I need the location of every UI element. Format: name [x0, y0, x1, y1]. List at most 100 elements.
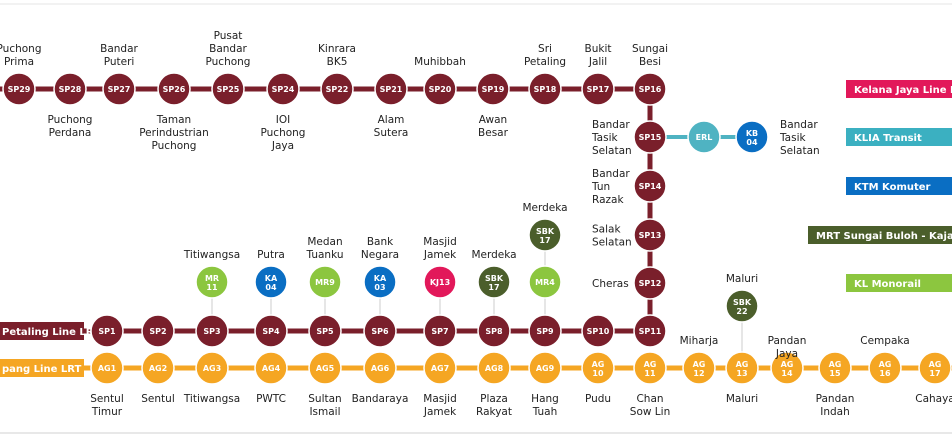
station-name: PWTC	[256, 393, 286, 405]
legend-label: KTM Komuter	[854, 182, 931, 193]
station-name: Miharja	[680, 335, 719, 347]
interchange-name: Titiwangsa	[183, 249, 240, 261]
station-sp9[interactable]: SP9	[528, 314, 562, 348]
station-marker	[254, 351, 288, 385]
interchange-mr4[interactable]: MR4	[528, 265, 562, 299]
station-marker	[423, 72, 457, 106]
station-name: Ismail	[309, 406, 340, 418]
station-sp22[interactable]: SP22	[320, 72, 354, 106]
station-marker	[363, 314, 397, 348]
station-name: Hang	[531, 393, 559, 405]
station-sp26[interactable]: SP26	[157, 72, 191, 106]
station-marker	[423, 265, 457, 299]
station-marker	[633, 266, 667, 300]
station-ag2[interactable]: AG2	[141, 351, 175, 385]
station-marker	[770, 351, 804, 385]
legend-swatch	[846, 177, 952, 195]
station-sp28[interactable]: SP28	[53, 72, 87, 106]
station-name: Sungai	[632, 43, 668, 55]
station-ag7[interactable]: AG7	[423, 351, 457, 385]
station-sp19[interactable]: SP19	[476, 72, 510, 106]
station-name: Selatan	[780, 145, 820, 157]
station-sp1[interactable]: SP1	[90, 314, 124, 348]
station-sp4[interactable]: SP4	[254, 314, 288, 348]
station-name: Salak	[592, 224, 621, 236]
station-name: Tuah	[532, 406, 558, 418]
station-sp7[interactable]: SP7	[423, 314, 457, 348]
station-sp12[interactable]: SP12	[633, 266, 667, 300]
station-code: AG7	[431, 364, 449, 373]
station-name: Bandar	[100, 43, 138, 55]
station-code: SP24	[272, 85, 295, 94]
station-ag5[interactable]: AG5	[308, 351, 342, 385]
station-marker	[423, 314, 457, 348]
ampang-line-label: pang Line LRT	[2, 364, 81, 375]
station-sp10[interactable]: SP10	[581, 314, 615, 348]
station-ag1[interactable]: AG1	[90, 351, 124, 385]
station-sp14[interactable]: SP14	[633, 169, 667, 203]
station-ag8[interactable]: AG8	[477, 351, 511, 385]
station-sp13[interactable]: SP13	[633, 218, 667, 252]
station-sp18[interactable]: SP18	[528, 72, 562, 106]
station-sp25[interactable]: SP25	[211, 72, 245, 106]
station-ag3[interactable]: AG3	[195, 351, 229, 385]
station-sp15[interactable]: SP15	[633, 120, 667, 154]
station-sp2[interactable]: SP2	[141, 314, 175, 348]
station-sp8[interactable]: SP8	[477, 314, 511, 348]
station-sp20[interactable]: SP20	[423, 72, 457, 106]
station-code: AG5	[316, 364, 335, 373]
interchange-name: Tuanku	[306, 249, 344, 261]
station-marker	[195, 314, 229, 348]
station-sp21[interactable]: SP21	[374, 72, 408, 106]
station-name: Tun	[591, 181, 610, 193]
station-sp3[interactable]: SP3	[195, 314, 229, 348]
station-code: AG6	[371, 364, 390, 373]
station-sp24[interactable]: SP24	[266, 72, 300, 106]
station-ag6[interactable]: AG6	[363, 351, 397, 385]
station-name: Puchong	[152, 140, 197, 152]
station-name: Timur	[91, 406, 123, 418]
interchange-name: Masjid	[423, 236, 456, 248]
station-code: MR4	[535, 278, 555, 287]
station-name: IOI	[276, 114, 290, 126]
station-marker	[477, 314, 511, 348]
interchange-mr9[interactable]: MR9	[308, 265, 342, 299]
interchange-kj13[interactable]: KJ13	[423, 265, 457, 299]
station-sp11[interactable]: SP11	[633, 314, 667, 348]
station-code: SP8	[485, 327, 503, 336]
station-sp27[interactable]: SP27	[102, 72, 136, 106]
station-name: Maluri	[726, 393, 758, 405]
station-name: Puteri	[104, 56, 135, 68]
station-sp5[interactable]: SP5	[308, 314, 342, 348]
station-name: Cempaka	[860, 335, 909, 347]
station-erl[interactable]: ERL	[687, 120, 721, 154]
station-sp16[interactable]: SP16	[633, 72, 667, 106]
station-sp29[interactable]: SP29	[2, 72, 36, 106]
station-marker	[528, 351, 562, 385]
station-ag9[interactable]: AG9	[528, 351, 562, 385]
station-name: Pandan	[768, 335, 807, 347]
station-name: Prima	[4, 56, 34, 68]
station-code: SP10	[587, 327, 610, 336]
station-marker	[308, 314, 342, 348]
station-sp6[interactable]: SP6	[363, 314, 397, 348]
station-sp17[interactable]: SP17	[581, 72, 615, 106]
station-ag4[interactable]: AG4	[254, 351, 288, 385]
station-marker	[195, 351, 229, 385]
station-name: Bandar	[209, 43, 247, 55]
